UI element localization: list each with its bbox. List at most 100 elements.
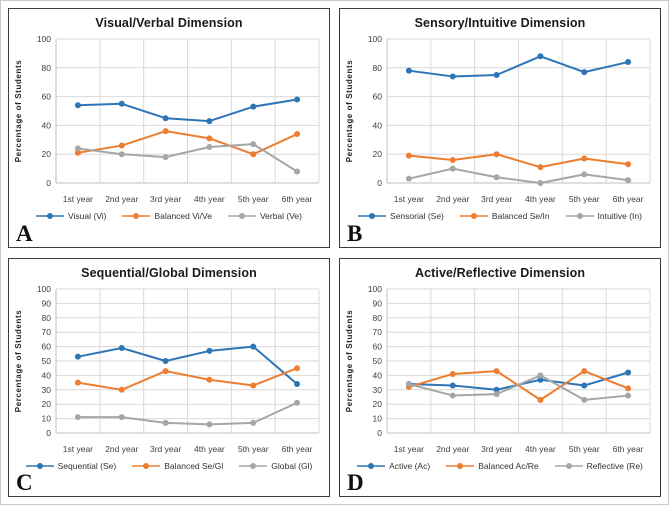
svg-text:4th year: 4th year bbox=[525, 194, 556, 204]
svg-text:Percentage of Students: Percentage of Students bbox=[14, 60, 23, 163]
svg-text:40: 40 bbox=[373, 370, 383, 380]
svg-text:60: 60 bbox=[42, 341, 52, 351]
svg-text:100: 100 bbox=[37, 34, 51, 44]
legend-label: Global (Gl) bbox=[271, 460, 313, 471]
chart-legend: Active (Ac) Balanced Ac/Re Reflective (Re) bbox=[340, 461, 660, 471]
legend-label: Balanced Ac/Re bbox=[478, 460, 539, 471]
svg-text:20: 20 bbox=[373, 399, 383, 409]
svg-text:20: 20 bbox=[42, 149, 52, 159]
legend-item: Sequential (Se) bbox=[25, 460, 117, 471]
legend-item: Intuitive (In) bbox=[565, 211, 642, 221]
svg-text:70: 70 bbox=[42, 327, 52, 337]
svg-text:40: 40 bbox=[42, 370, 52, 380]
svg-text:20: 20 bbox=[42, 399, 52, 409]
legend-marker-icon bbox=[25, 462, 54, 469]
svg-text:1st year: 1st year bbox=[394, 194, 424, 204]
svg-text:2nd year: 2nd year bbox=[436, 194, 469, 204]
legend-marker-icon bbox=[357, 462, 386, 469]
svg-text:1st year: 1st year bbox=[63, 444, 93, 454]
svg-text:6th year: 6th year bbox=[613, 444, 644, 454]
svg-text:80: 80 bbox=[42, 312, 52, 322]
svg-text:90: 90 bbox=[42, 298, 52, 308]
line-chart: 0 10 20 30 40 50 60 70 80 90 100 1st year 2nd year 3r… bbox=[345, 284, 651, 454]
svg-text:3rd year: 3rd year bbox=[481, 194, 512, 204]
chart-legend: Visual (Vi) Balanced Vi/Ve Verbal (Ve) bbox=[9, 211, 329, 221]
legend-item: Global (Gl) bbox=[239, 461, 312, 471]
chart-title: Sequential/Global Dimension bbox=[81, 265, 257, 280]
svg-text:0: 0 bbox=[377, 428, 382, 438]
legend-item: Active (Ac) bbox=[357, 461, 430, 471]
svg-text:Percentage of Students: Percentage of Students bbox=[345, 309, 354, 412]
chart-legend: Sequential (Se) Balanced Se/Gl Global (Gl) bbox=[9, 461, 329, 471]
legend-label: Sequential (Se) bbox=[57, 460, 117, 471]
legend-item: Sensorial (Se) bbox=[358, 211, 444, 221]
legend-label: Balanced Se/Gl bbox=[164, 460, 224, 471]
svg-text:0: 0 bbox=[46, 178, 51, 188]
panel-letter: B bbox=[347, 220, 363, 246]
legend-label: Reflective (Re) bbox=[586, 460, 643, 471]
svg-text:50: 50 bbox=[373, 356, 383, 366]
svg-text:6th year: 6th year bbox=[282, 444, 313, 454]
svg-text:4th year: 4th year bbox=[525, 444, 556, 454]
panel-letter: A bbox=[16, 220, 33, 246]
legend-label: Visual (Vi) bbox=[68, 211, 107, 221]
svg-text:0: 0 bbox=[46, 428, 51, 438]
svg-text:60: 60 bbox=[42, 92, 52, 102]
svg-text:90: 90 bbox=[373, 298, 383, 308]
svg-text:20: 20 bbox=[373, 149, 383, 159]
legend-item: Balanced Ac/Re bbox=[446, 460, 539, 471]
chart-legend: Sensorial (Se) Balanced Se/In Intuitive (I… bbox=[340, 211, 660, 221]
svg-text:30: 30 bbox=[373, 384, 383, 394]
svg-text:10: 10 bbox=[42, 413, 52, 423]
svg-text:50: 50 bbox=[42, 356, 52, 366]
legend-marker-icon bbox=[358, 213, 387, 219]
svg-text:3rd year: 3rd year bbox=[481, 444, 512, 454]
legend-marker-icon bbox=[554, 462, 583, 469]
svg-text:1st year: 1st year bbox=[63, 194, 93, 204]
legend-marker-icon bbox=[132, 462, 161, 469]
panel-sequential-global: Sequential/Global Dimension 0 10 20 30 40 50 6… bbox=[8, 257, 330, 497]
panel-letter: D bbox=[347, 470, 364, 495]
svg-text:6th year: 6th year bbox=[613, 194, 644, 204]
svg-text:Percentage of Students: Percentage of Students bbox=[345, 60, 354, 163]
svg-text:4th year: 4th year bbox=[194, 194, 225, 204]
svg-text:30: 30 bbox=[42, 384, 52, 394]
legend-item: Balanced Vi/Ve bbox=[122, 211, 212, 221]
svg-text:5th year: 5th year bbox=[238, 444, 269, 454]
legend-label: Active (Ac) bbox=[389, 460, 431, 471]
panel-sensory-intuitive: Sensory/Intuitive Dimension 0 20 40 60 80 100… bbox=[339, 8, 661, 248]
svg-text:0: 0 bbox=[377, 178, 382, 188]
svg-text:2nd year: 2nd year bbox=[105, 444, 138, 454]
legend-marker-icon bbox=[565, 213, 594, 219]
chart-title: Sensory/Intuitive Dimension bbox=[414, 16, 586, 30]
svg-text:2nd year: 2nd year bbox=[436, 444, 469, 454]
svg-text:Percentage of Students: Percentage of Students bbox=[14, 309, 23, 412]
legend-item: Verbal (Ve) bbox=[227, 211, 302, 221]
legend-item: Reflective (Re) bbox=[554, 460, 643, 471]
svg-text:5th year: 5th year bbox=[569, 194, 600, 204]
legend-label: Balanced Se/In bbox=[491, 211, 550, 221]
legend-label: Verbal (Ve) bbox=[259, 211, 302, 221]
svg-text:1st year: 1st year bbox=[394, 444, 424, 454]
svg-text:100: 100 bbox=[37, 284, 51, 294]
svg-text:100: 100 bbox=[368, 34, 382, 44]
svg-text:5th year: 5th year bbox=[238, 194, 269, 204]
svg-text:3rd year: 3rd year bbox=[150, 444, 181, 454]
panel-letter: C bbox=[16, 470, 33, 495]
legend-marker-icon bbox=[36, 213, 64, 219]
legend-marker-icon bbox=[239, 462, 268, 469]
svg-text:70: 70 bbox=[373, 327, 383, 337]
svg-text:80: 80 bbox=[42, 63, 52, 73]
legend-item: Balanced Se/Gl bbox=[132, 461, 223, 471]
legend-marker-icon bbox=[459, 213, 488, 219]
legend-marker-icon bbox=[122, 213, 151, 219]
line-chart: 0 10 20 30 40 50 60 70 80 90 100 1st year 2nd year 3r… bbox=[14, 284, 320, 454]
svg-text:2nd year: 2nd year bbox=[105, 194, 138, 204]
chart-title: Active/Reflective Dimension bbox=[414, 265, 586, 280]
svg-text:5th year: 5th year bbox=[569, 444, 600, 454]
panel-active-reflective: Active/Reflective Dimension 0 10 20 30 40 50 6… bbox=[339, 257, 661, 497]
line-chart: 0 20 40 60 80 100 1st year 2nd year 3rd year 4th … bbox=[14, 34, 320, 204]
svg-text:10: 10 bbox=[373, 413, 383, 423]
legend-marker-icon bbox=[446, 462, 475, 469]
